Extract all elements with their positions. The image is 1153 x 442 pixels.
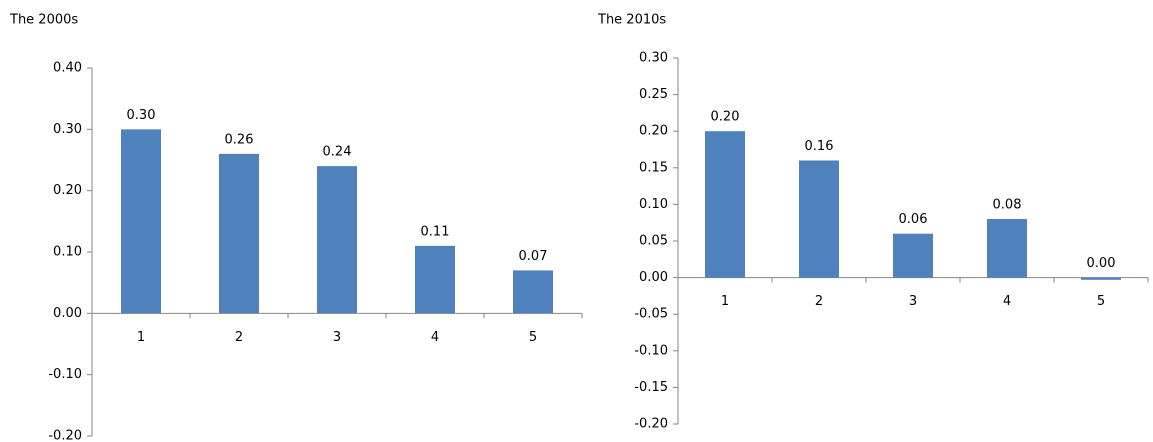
- x-tick-label: 4: [1003, 294, 1011, 309]
- bar: [799, 160, 839, 278]
- bar: [121, 129, 161, 314]
- y-tick-label: 0.10: [53, 245, 82, 260]
- x-tick-label: 5: [529, 330, 537, 345]
- data-label: 0.20: [711, 110, 740, 125]
- data-label: 0.00: [1087, 256, 1116, 271]
- y-tick-label: -0.05: [634, 307, 668, 322]
- chart-title: The 2000s: [9, 13, 78, 28]
- y-tick-label: 0.05: [639, 234, 668, 249]
- x-tick-label: 3: [909, 294, 917, 309]
- data-label: 0.11: [421, 224, 450, 239]
- y-tick-label: 0.20: [53, 183, 82, 198]
- y-tick-label: 0.25: [639, 87, 668, 102]
- y-tick-label: 0.40: [53, 61, 82, 76]
- bar: [987, 219, 1027, 278]
- y-tick-label: 0.20: [639, 124, 668, 139]
- data-label: 0.06: [899, 212, 928, 227]
- data-label: 0.08: [993, 198, 1022, 213]
- y-tick-label: -0.20: [48, 429, 82, 442]
- x-tick-label: 1: [137, 330, 145, 345]
- data-label: 0.24: [323, 145, 352, 160]
- x-tick-label: 1: [721, 294, 729, 309]
- bar: [513, 270, 553, 314]
- y-tick-label: 0.30: [639, 51, 668, 66]
- bar: [219, 153, 259, 314]
- bar: [415, 245, 455, 314]
- y-tick-label: -0.10: [634, 343, 668, 358]
- x-tick-label: 3: [333, 330, 341, 345]
- chart-title: The 2010s: [597, 13, 666, 28]
- x-tick-label: 5: [1097, 294, 1105, 309]
- bar: [317, 166, 357, 314]
- y-tick-label: -0.20: [634, 417, 668, 432]
- data-label: 0.30: [127, 108, 156, 123]
- data-label: 0.07: [519, 249, 548, 264]
- data-label: 0.16: [805, 139, 834, 154]
- y-tick-label: 0.30: [53, 122, 82, 137]
- y-tick-label: -0.10: [48, 367, 82, 382]
- data-label: 0.26: [225, 132, 254, 147]
- y-tick-label: 0.00: [53, 306, 82, 321]
- y-tick-label: 0.15: [639, 160, 668, 175]
- bar: [705, 131, 745, 278]
- x-tick-label: 2: [815, 294, 823, 309]
- y-tick-label: -0.15: [634, 380, 668, 395]
- x-tick-label: 4: [431, 330, 439, 345]
- bar: [893, 233, 933, 278]
- y-tick-label: 0.10: [639, 197, 668, 212]
- bar: [1081, 277, 1121, 280]
- y-tick-label: 0.00: [639, 270, 668, 285]
- x-tick-label: 2: [235, 330, 243, 345]
